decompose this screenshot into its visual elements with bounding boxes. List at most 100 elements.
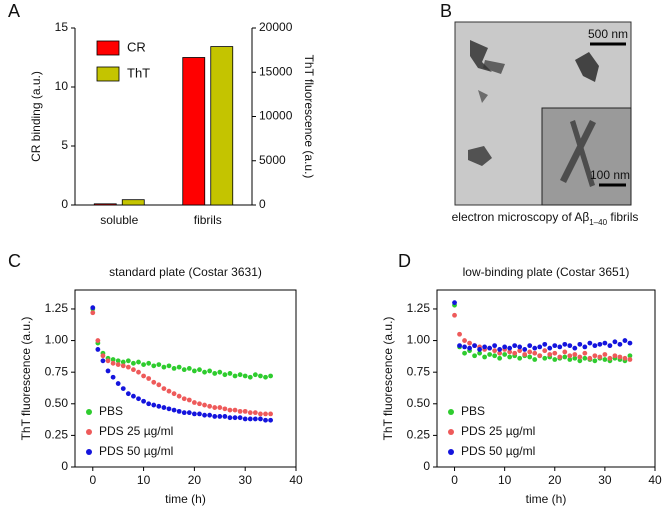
data-point <box>622 338 628 343</box>
y-tick-label: 0.25 <box>45 428 69 442</box>
data-point <box>207 368 213 374</box>
data-point <box>171 365 177 371</box>
data-point <box>95 347 101 352</box>
scale-bar-label: 100 nm <box>590 168 630 182</box>
axes <box>74 28 253 206</box>
data-point <box>186 365 192 371</box>
data-point <box>166 363 172 369</box>
caption-suffix: fibrils <box>607 210 638 224</box>
data-point <box>527 354 533 360</box>
legend-label: PDS 25 µg/ml <box>99 424 173 438</box>
legend-label: PDS 25 µg/ml <box>461 424 535 438</box>
data-point <box>217 405 223 410</box>
bar <box>93 203 117 206</box>
y-tick-label: 0.25 <box>407 428 431 442</box>
data-point <box>622 355 628 361</box>
x-tick-label: fibrils <box>194 213 222 227</box>
panel-label: C <box>8 251 21 271</box>
data-point <box>197 367 202 373</box>
data-point <box>592 343 598 349</box>
legend-swatch <box>96 40 120 56</box>
caption: electron microscopy of Aβ1–40 fibrils <box>452 210 639 226</box>
data-point <box>217 369 223 375</box>
data-point <box>227 407 233 413</box>
data-point <box>532 350 538 356</box>
data-point <box>217 414 223 419</box>
data-point <box>582 350 588 356</box>
data-point <box>542 348 548 354</box>
data-point <box>232 415 238 421</box>
data-point <box>562 349 568 355</box>
y-tick-label: 0 <box>423 459 430 473</box>
data-point <box>252 372 258 378</box>
legend-marker <box>86 409 92 415</box>
data-point <box>186 397 192 403</box>
data-point <box>268 417 273 423</box>
y-tick-label: 0.75 <box>407 364 431 378</box>
x-axis-label: time (h) <box>165 492 206 506</box>
y-tick-label: 0.50 <box>407 396 431 410</box>
data-point <box>115 362 121 367</box>
x-tick-label: 40 <box>648 473 662 487</box>
y-tick-label: 0 <box>61 459 68 473</box>
data-point <box>537 344 543 350</box>
data-point <box>457 331 462 337</box>
y-tick-label: 15 <box>55 20 69 34</box>
data-point <box>577 341 583 347</box>
data-point <box>202 369 207 375</box>
data-point <box>582 355 588 361</box>
data-point <box>487 345 493 351</box>
data-point <box>136 359 141 365</box>
data-point <box>602 352 608 357</box>
data-point <box>156 403 162 409</box>
y-tick-label: 15000 <box>259 64 293 78</box>
data-point <box>212 405 218 410</box>
data-point <box>617 354 623 360</box>
data-point <box>557 344 563 350</box>
data-point <box>258 411 263 417</box>
data-point <box>592 353 598 359</box>
y2-axis-label: ThT fluorescence (a.u.) <box>302 55 316 179</box>
y-tick-label: 5000 <box>259 153 286 167</box>
data-point <box>597 354 603 360</box>
data-point <box>552 350 558 356</box>
data-point <box>151 379 157 385</box>
x-axis-label: time (h) <box>526 492 567 506</box>
data-point <box>212 414 218 419</box>
data-point <box>161 405 167 410</box>
data-point <box>125 391 131 397</box>
data-point <box>522 347 528 352</box>
y-tick-label: 10000 <box>259 109 293 123</box>
bar <box>210 46 234 206</box>
x-tick-label: 30 <box>598 473 612 487</box>
data-point <box>141 398 146 404</box>
data-point <box>191 411 197 417</box>
data-point <box>252 416 258 422</box>
data-point <box>161 364 167 370</box>
data-point <box>181 410 187 416</box>
data-point <box>156 362 162 367</box>
data-point <box>227 415 233 421</box>
bar <box>121 199 145 206</box>
x-tick-label: 30 <box>239 473 253 487</box>
chart-title: low-binding plate (Costar 3651) <box>463 265 630 279</box>
data-point <box>547 352 553 357</box>
data-point <box>247 410 253 416</box>
x-tick-label: 10 <box>137 473 151 487</box>
data-point <box>572 352 578 357</box>
data-point <box>191 368 197 374</box>
y-tick-label: 0 <box>259 197 266 211</box>
data-point <box>242 373 248 379</box>
legend-label: PDS 50 µg/ml <box>99 444 173 458</box>
data-point <box>462 338 467 343</box>
data-point <box>607 343 613 349</box>
data-point <box>197 401 202 407</box>
data-point <box>197 411 202 417</box>
data-point <box>627 357 633 362</box>
data-point <box>457 343 462 349</box>
data-point <box>562 354 568 360</box>
x-tick-label: 40 <box>289 473 303 487</box>
data-point <box>171 407 177 413</box>
data-point <box>110 374 116 380</box>
data-point <box>562 341 568 347</box>
